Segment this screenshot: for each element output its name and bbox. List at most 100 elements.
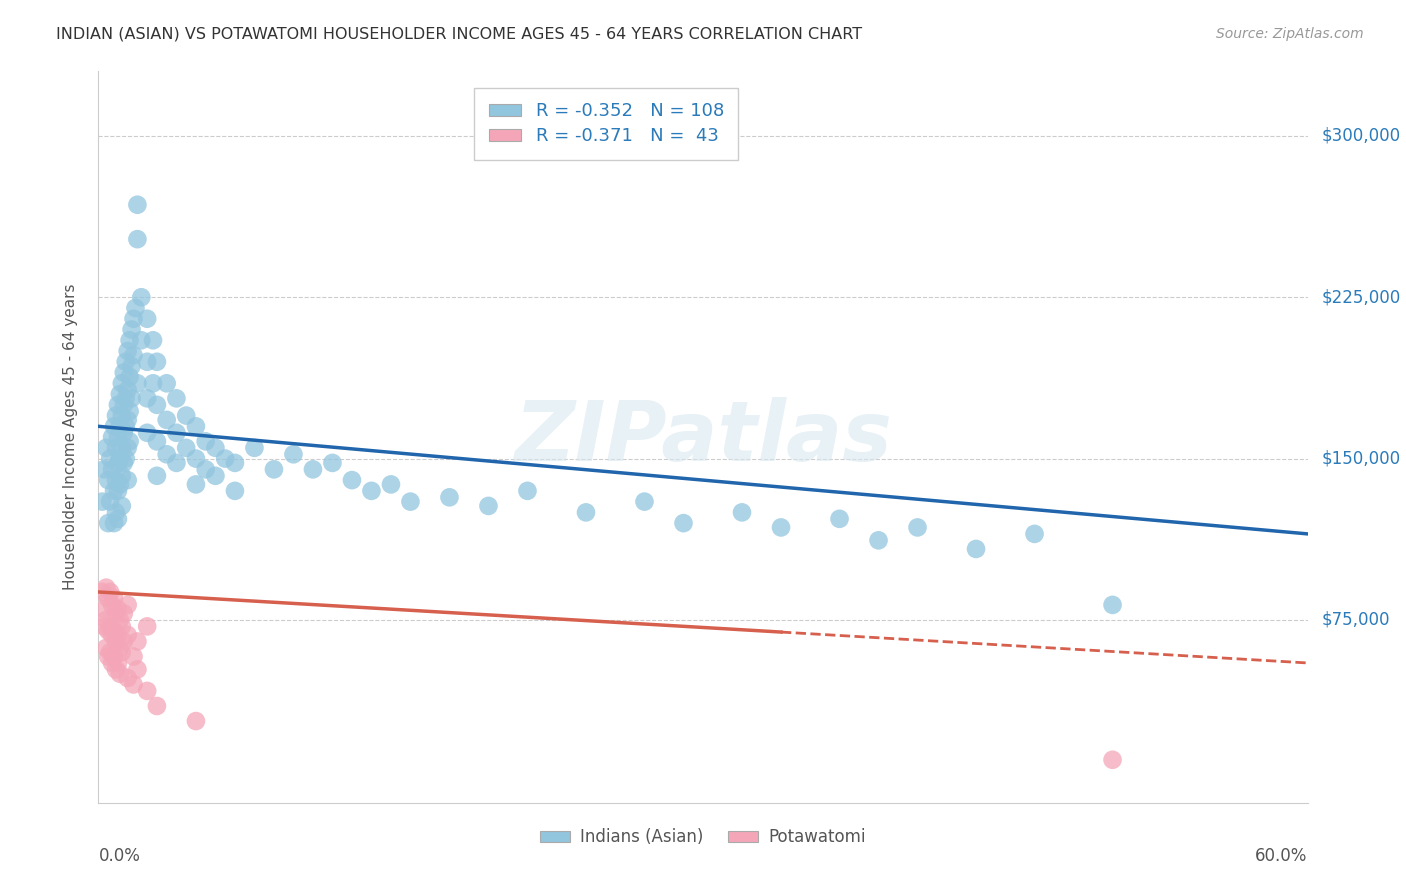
- Point: [156, 376, 179, 391]
- Point: [103, 419, 125, 434]
- Point: [111, 645, 134, 659]
- Point: [142, 333, 165, 347]
- Point: [136, 311, 159, 326]
- Point: [127, 198, 149, 212]
- Point: [104, 505, 127, 519]
- Point: [136, 684, 159, 698]
- Point: [224, 456, 246, 470]
- Point: [96, 441, 118, 455]
- Point: [117, 383, 139, 397]
- Point: [118, 434, 141, 449]
- Point: [224, 483, 246, 498]
- Point: [103, 624, 125, 638]
- Point: [111, 409, 134, 423]
- Point: [118, 333, 141, 347]
- Point: [672, 516, 695, 530]
- Point: [122, 677, 145, 691]
- Point: [112, 398, 135, 412]
- Point: [112, 425, 135, 440]
- Point: [97, 473, 120, 487]
- Point: [114, 355, 136, 369]
- Point: [204, 468, 226, 483]
- Point: [107, 483, 129, 498]
- Point: [96, 640, 118, 655]
- Point: [111, 441, 134, 455]
- Point: [828, 512, 851, 526]
- Point: [439, 491, 461, 505]
- Point: [142, 376, 165, 391]
- Text: Source: ZipAtlas.com: Source: ZipAtlas.com: [1216, 27, 1364, 41]
- Point: [146, 398, 169, 412]
- Point: [146, 698, 169, 713]
- Point: [165, 392, 187, 406]
- Point: [97, 624, 120, 638]
- Legend: Indians (Asian), Potawatomi: Indians (Asian), Potawatomi: [533, 822, 873, 853]
- Point: [184, 419, 207, 434]
- Point: [204, 441, 226, 455]
- Point: [184, 451, 207, 466]
- Point: [731, 505, 754, 519]
- Point: [111, 619, 134, 633]
- Point: [107, 430, 129, 444]
- Point: [104, 473, 127, 487]
- Point: [117, 344, 139, 359]
- Text: 60.0%: 60.0%: [1256, 847, 1308, 864]
- Point: [107, 512, 129, 526]
- Point: [321, 456, 343, 470]
- Point: [101, 656, 124, 670]
- Point: [101, 430, 124, 444]
- Point: [121, 359, 143, 373]
- Point: [122, 348, 145, 362]
- Point: [112, 366, 135, 380]
- Point: [131, 290, 153, 304]
- Point: [868, 533, 890, 548]
- Point: [575, 505, 598, 519]
- Point: [184, 477, 207, 491]
- Point: [174, 441, 197, 455]
- Point: [97, 649, 120, 664]
- Y-axis label: Householder Income Ages 45 - 64 years: Householder Income Ages 45 - 64 years: [63, 284, 77, 591]
- Point: [136, 619, 159, 633]
- Point: [243, 441, 266, 455]
- Point: [104, 662, 127, 676]
- Point: [101, 598, 124, 612]
- Point: [117, 671, 139, 685]
- Point: [127, 376, 149, 391]
- Point: [107, 398, 129, 412]
- Point: [117, 628, 139, 642]
- Point: [104, 409, 127, 423]
- Point: [118, 404, 141, 418]
- Point: [93, 602, 115, 616]
- Point: [165, 425, 187, 440]
- Point: [117, 473, 139, 487]
- Point: [156, 413, 179, 427]
- Point: [108, 640, 131, 655]
- Point: [127, 634, 149, 648]
- Point: [93, 619, 115, 633]
- Point: [340, 473, 363, 487]
- Point: [1101, 753, 1123, 767]
- Text: $75,000: $75,000: [1322, 611, 1391, 629]
- Point: [769, 520, 792, 534]
- Point: [1024, 527, 1046, 541]
- Point: [131, 333, 153, 347]
- Point: [117, 413, 139, 427]
- Point: [114, 419, 136, 434]
- Point: [103, 483, 125, 498]
- Point: [127, 232, 149, 246]
- Point: [107, 628, 129, 642]
- Point: [98, 494, 121, 508]
- Text: $300,000: $300,000: [1322, 127, 1400, 145]
- Point: [965, 541, 987, 556]
- Point: [146, 434, 169, 449]
- Point: [146, 468, 169, 483]
- Point: [399, 494, 422, 508]
- Point: [136, 355, 159, 369]
- Point: [108, 666, 131, 681]
- Point: [214, 451, 236, 466]
- Point: [136, 425, 159, 440]
- Point: [96, 581, 118, 595]
- Point: [122, 311, 145, 326]
- Point: [91, 585, 114, 599]
- Point: [97, 591, 120, 606]
